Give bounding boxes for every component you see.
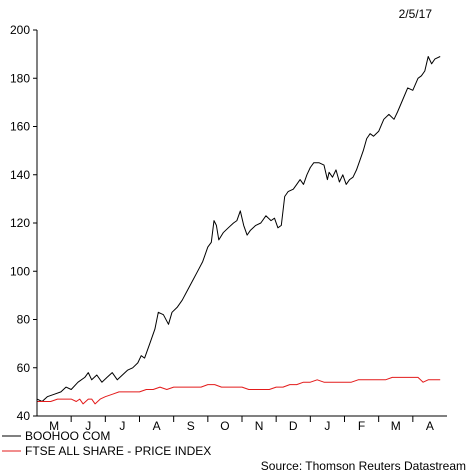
y-tick-label: 100 <box>10 264 30 278</box>
x-tick-label: M <box>49 419 59 433</box>
series-line-0 <box>36 56 441 402</box>
y-tick-label: 180 <box>10 71 30 85</box>
x-tick-label: N <box>255 419 264 433</box>
legend-label-1: FTSE ALL SHARE - PRICE INDEX <box>25 444 211 458</box>
y-tick-label: 200 <box>10 23 30 37</box>
x-tick-label: A <box>426 419 434 433</box>
x-tick-label: J <box>119 419 125 433</box>
y-tick-label: 120 <box>10 216 30 230</box>
axes <box>36 30 447 417</box>
y-tick-label: 60 <box>17 361 31 375</box>
x-tick-label: S <box>187 419 195 433</box>
chart-date: 2/5/17 <box>399 7 433 21</box>
x-tick-label: A <box>153 419 161 433</box>
x-tick-label: J <box>85 419 91 433</box>
series-line-1 <box>37 376 441 405</box>
y-tick-label: 160 <box>10 120 30 134</box>
x-tick-label: M <box>391 419 401 433</box>
source-note: Source: Thomson Reuters Datastream <box>261 459 466 473</box>
y-tick-label: 140 <box>10 168 30 182</box>
series-lines <box>36 56 441 405</box>
y-tick-label: 40 <box>17 409 31 423</box>
x-tick-label: D <box>289 419 298 433</box>
legend-label-0: BOOHOO COM <box>25 429 110 443</box>
x-tick-label: J <box>324 419 330 433</box>
x-tick-label: F <box>358 419 365 433</box>
x-tick-label: O <box>220 419 229 433</box>
y-axis-ticks: 40 60 80 100 120 140 160 180 200 <box>10 23 37 423</box>
y-tick-label: 80 <box>17 313 31 327</box>
